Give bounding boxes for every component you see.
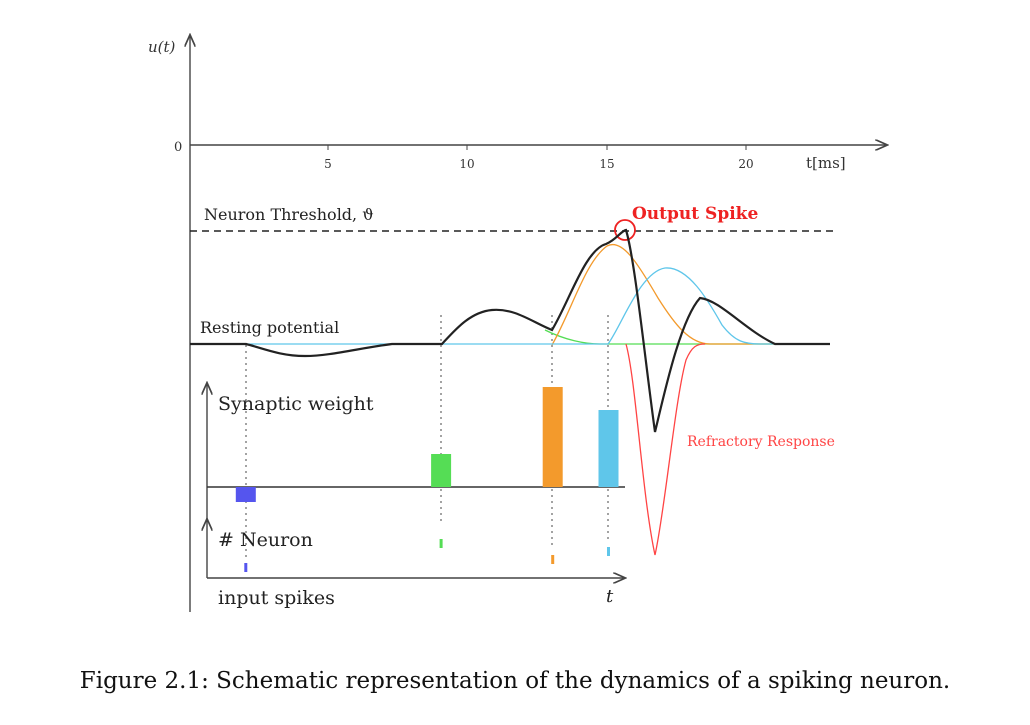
synaptic-weight-bar xyxy=(431,454,452,487)
resting-potential-label: Resting potential xyxy=(200,318,339,337)
synaptic-weight-label: Synaptic weight xyxy=(218,393,374,415)
x-tick-label: 15 xyxy=(599,157,614,171)
synaptic-weight-bar xyxy=(598,410,619,487)
membrane-potential-curve xyxy=(190,228,830,433)
input-spike-ticks xyxy=(244,539,610,572)
synaptic-weight-bars xyxy=(235,387,619,502)
output-spike-marker xyxy=(614,219,636,241)
input-spikes-label: input spikes xyxy=(218,587,335,609)
zero-label: 0 xyxy=(174,140,182,155)
blue-psp-curve xyxy=(190,267,830,345)
orange-psp-curve xyxy=(551,243,830,346)
neuron-label: # Neuron xyxy=(218,529,313,551)
x-tick-label: 20 xyxy=(738,157,753,171)
output-spike-label: Output Spike xyxy=(632,204,758,224)
refractory-response-curve xyxy=(625,343,706,556)
synaptic-weight-bar xyxy=(235,487,256,502)
figure-caption: Figure 2.1: Schematic representation of … xyxy=(79,668,951,694)
synaptic-weight-bar xyxy=(542,387,563,487)
threshold-label: Neuron Threshold, ϑ xyxy=(204,205,374,224)
x-tick-label: 5 xyxy=(324,157,332,171)
refractory-response-label: Refractory Response xyxy=(687,434,835,450)
x-axis-label: t[ms] xyxy=(806,154,846,172)
green-psp-curve xyxy=(544,329,830,345)
y-axis-label: u(t) xyxy=(148,38,176,56)
t-label: t xyxy=(606,586,614,607)
x-tick-label: 10 xyxy=(459,157,474,171)
